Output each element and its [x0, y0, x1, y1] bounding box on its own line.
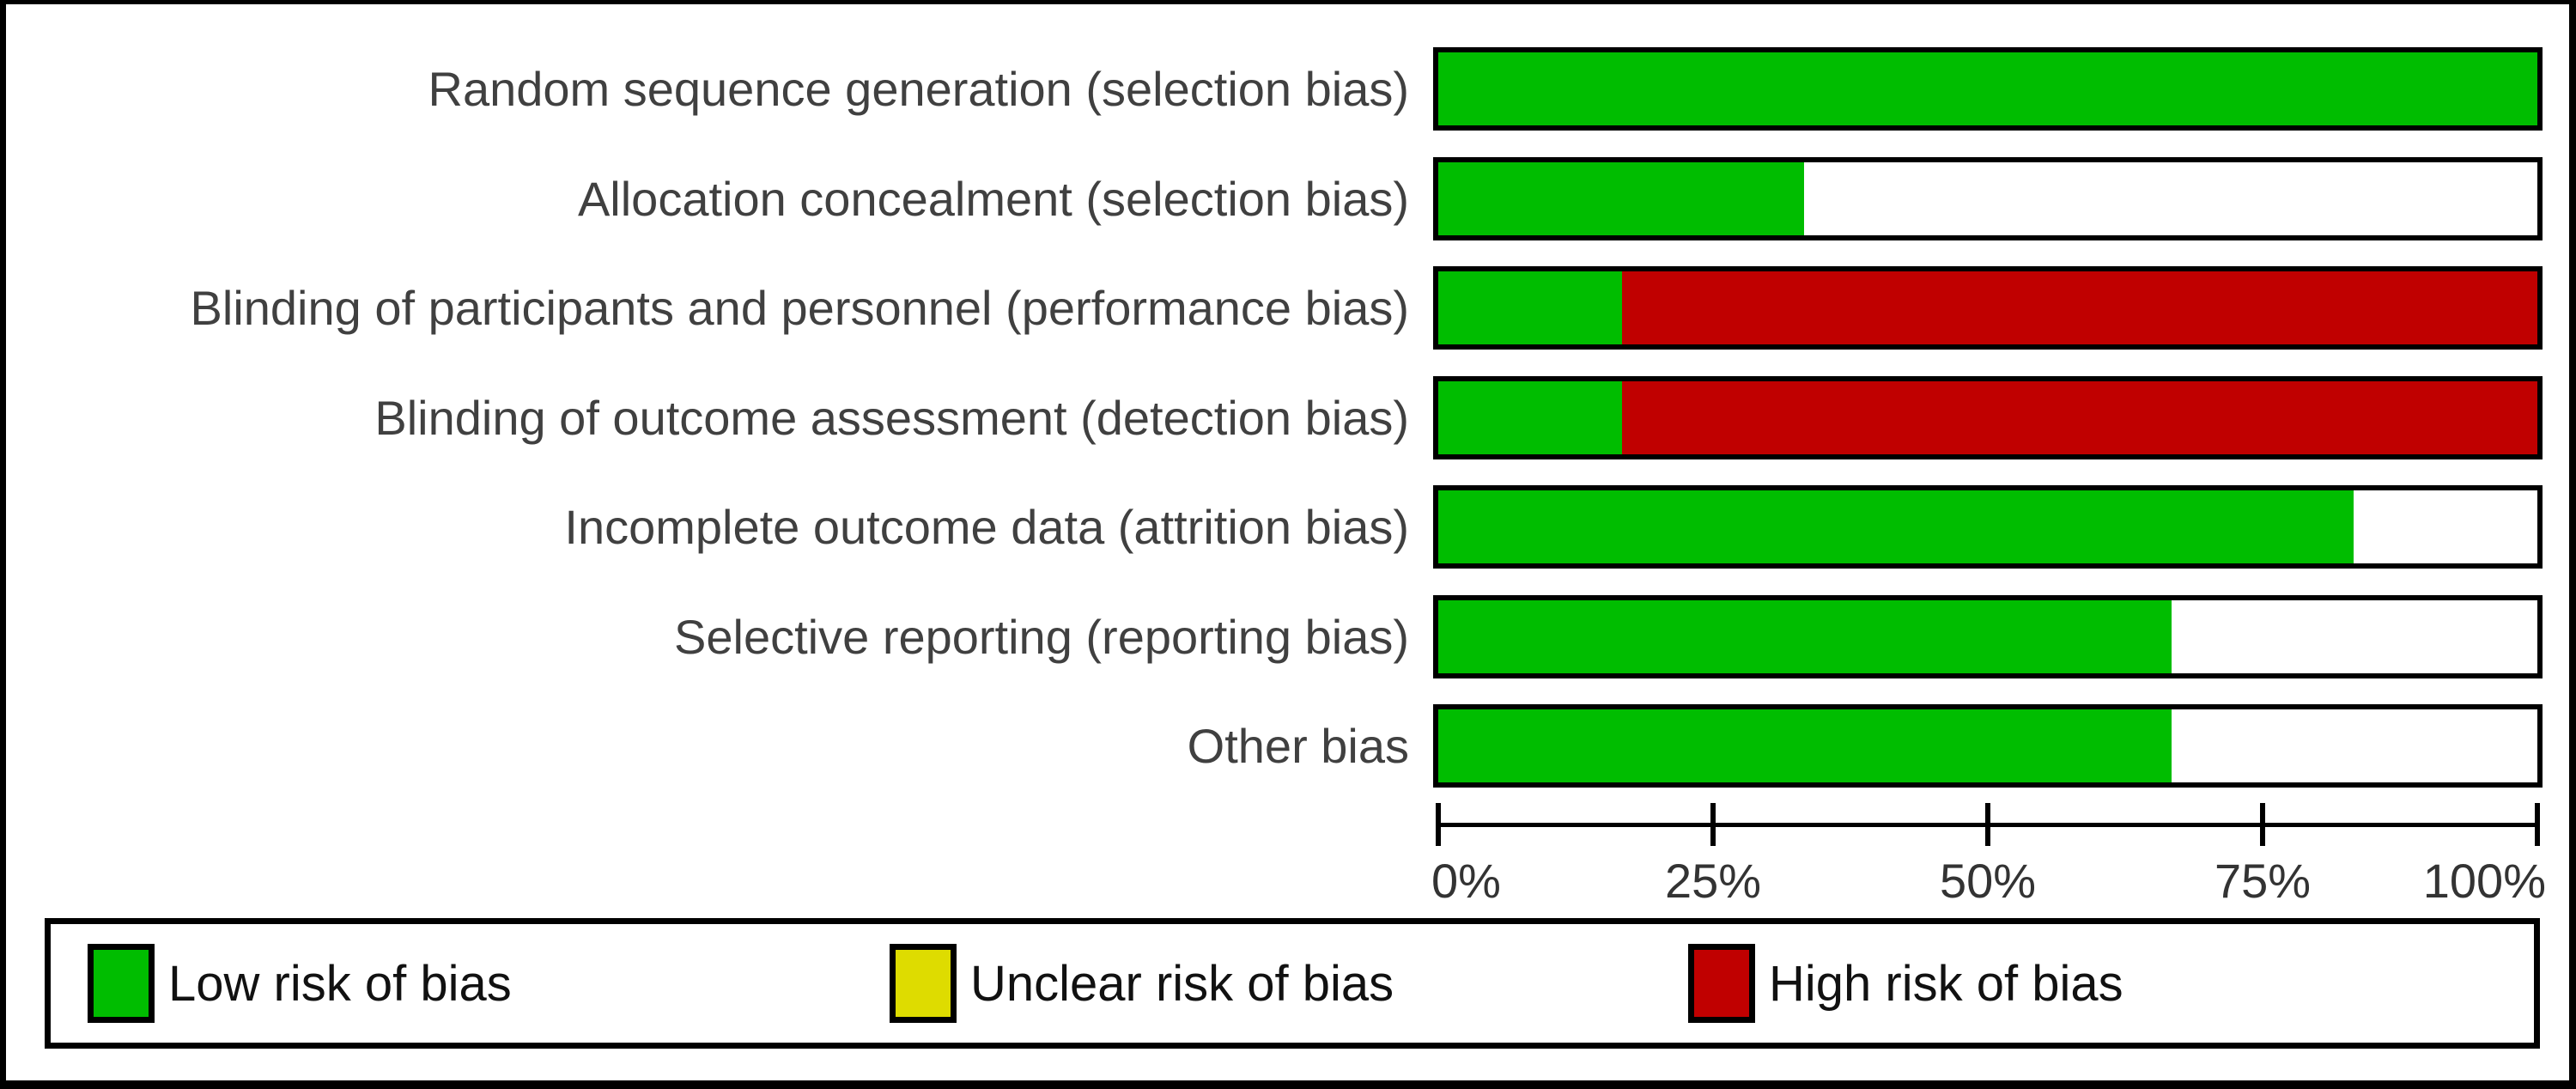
- legend-label: Unclear risk of bias: [970, 955, 1394, 1012]
- category-label: Other bias: [1187, 719, 1409, 773]
- bar-segment-low-risk: [1438, 709, 2172, 782]
- category-label: Random sequence generation (selection bi…: [428, 62, 1409, 116]
- legend-label: Low risk of bias: [168, 955, 512, 1012]
- bar-segment-low-risk: [1438, 52, 2537, 125]
- bar-segment-low-risk: [1438, 162, 1805, 235]
- category-label: Blinding of participants and personnel (…: [190, 281, 1409, 335]
- risk-bar: [1433, 485, 2543, 569]
- bar-segment-high-risk: [1621, 271, 2537, 344]
- legend-swatch-unclear-risk: [890, 944, 957, 1023]
- bar-segment-low-risk: [1438, 271, 1622, 344]
- axis-tick-label: 75%: [2214, 854, 2312, 908]
- category-label: Allocation concealment (selection bias): [577, 172, 1409, 226]
- legend-box: Low risk of bias Unclear risk of bias High…: [45, 918, 2540, 1049]
- bar-segment-low-risk: [1438, 381, 1622, 454]
- category-label: Blinding of outcome assessment (detectio…: [374, 391, 1409, 445]
- risk-bar: [1433, 157, 2543, 240]
- bar-segment-high-risk: [1621, 381, 2537, 454]
- legend-item: Unclear risk of bias: [890, 924, 1394, 1043]
- axis-tick: [2535, 803, 2540, 846]
- risk-bar: [1433, 595, 2543, 678]
- risk-bar: [1433, 376, 2543, 459]
- axis-tick-label: 0%: [1431, 854, 1501, 908]
- axis-tick: [1710, 803, 1716, 846]
- axis-tick-label: 50%: [1939, 854, 2037, 908]
- bar-segment-low-risk: [1438, 490, 2354, 563]
- legend-swatch-low-risk: [88, 944, 155, 1023]
- axis-tick: [2260, 803, 2265, 846]
- axis-tick-label: 100%: [2422, 854, 2546, 908]
- legend-item: Low risk of bias: [88, 924, 512, 1043]
- category-label: Incomplete outcome data (attrition bias): [564, 500, 1409, 554]
- category-label: Selective reporting (reporting bias): [674, 610, 1409, 664]
- axis-tick: [1985, 803, 1990, 846]
- risk-bar: [1433, 47, 2543, 131]
- axis-tick: [1436, 803, 1441, 846]
- legend-item: High risk of bias: [1688, 924, 2123, 1043]
- risk-bar: [1433, 266, 2543, 350]
- axis-tick-label: 25%: [1664, 854, 1762, 908]
- legend-swatch-high-risk: [1688, 944, 1755, 1023]
- legend-label: High risk of bias: [1769, 955, 2123, 1012]
- risk-bar: [1433, 704, 2543, 788]
- bar-segment-low-risk: [1438, 600, 2172, 673]
